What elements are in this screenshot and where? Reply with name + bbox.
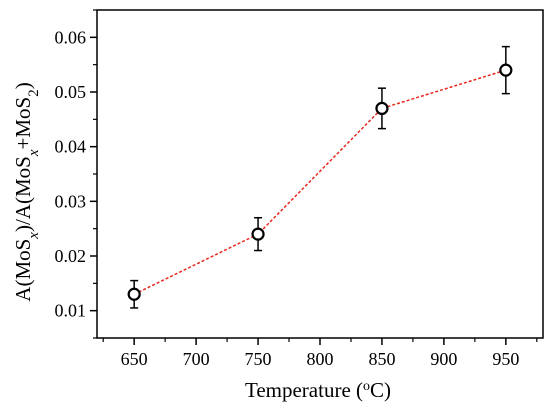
y-tick-label: 0.01 — [55, 301, 87, 321]
y-tick-label: 0.02 — [55, 246, 87, 266]
data-point — [127, 287, 141, 301]
x-tick-label: 750 — [245, 349, 272, 369]
y-axis-title: A(MoSx)/A(MoSx+MoS2) — [11, 82, 42, 301]
x-tick-label: 900 — [430, 349, 457, 369]
data-point — [375, 101, 389, 116]
x-tick-label: 800 — [307, 349, 334, 369]
y-tick-label: 0.05 — [55, 82, 87, 102]
data-point — [251, 227, 265, 241]
x-tick-label: 700 — [183, 349, 210, 369]
y-tick-label: 0.06 — [55, 27, 87, 47]
data-point — [499, 63, 513, 77]
x-tick-label: 850 — [368, 349, 395, 369]
x-axis-title: Temperature (oC) — [245, 378, 391, 402]
plot-frame — [96, 9, 544, 339]
x-tick-label: 650 — [121, 349, 148, 369]
svg-text:A(MoSx)/A(MoSx+MoS2): A(MoSx)/A(MoSx+MoS2) — [11, 82, 42, 301]
series-line — [133, 69, 507, 295]
x-tick-label: 950 — [492, 349, 519, 369]
y-tick-label: 0.04 — [55, 137, 87, 157]
y-tick-label: 0.03 — [55, 191, 87, 211]
